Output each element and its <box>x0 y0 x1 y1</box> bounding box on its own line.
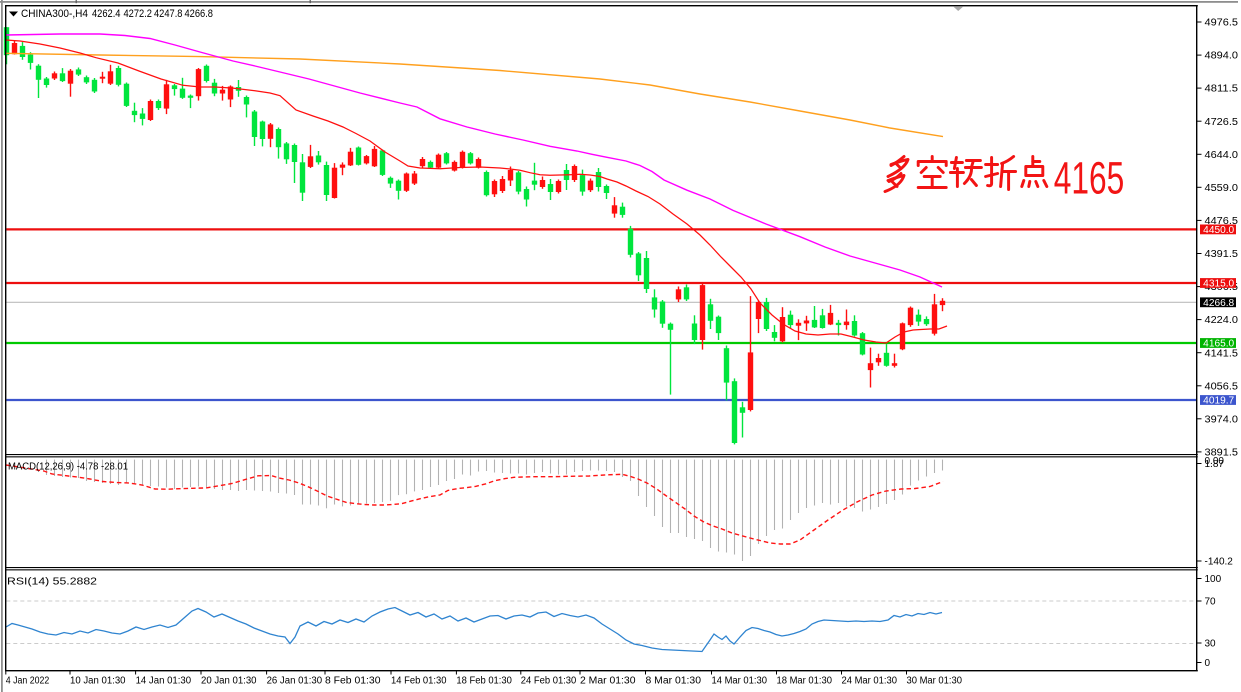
svg-text:4726.5: 4726.5 <box>1205 117 1239 128</box>
svg-text:4272.2: 4272.2 <box>124 8 153 20</box>
svg-text:8 Feb 01:30: 8 Feb 01:30 <box>325 676 381 687</box>
svg-text:4165.0: 4165.0 <box>1203 339 1234 350</box>
svg-text:MACD(12,26,9) -4.78 -28.01: MACD(12,26,9) -4.78 -28.01 <box>8 461 128 473</box>
svg-text:4165: 4165 <box>1054 153 1125 204</box>
svg-text:100: 100 <box>1205 574 1222 585</box>
svg-text:-140.2: -140.2 <box>1205 557 1234 568</box>
svg-text:4894.0: 4894.0 <box>1205 51 1239 62</box>
svg-text:4811.5: 4811.5 <box>1205 84 1239 95</box>
svg-text:10 Jan 01:30: 10 Jan 01:30 <box>70 676 126 687</box>
svg-text:14 Feb 01:30: 14 Feb 01:30 <box>391 676 447 687</box>
svg-text:4476.5: 4476.5 <box>1205 216 1239 227</box>
svg-text:4266.8: 4266.8 <box>185 8 214 20</box>
svg-text:24 Feb 01:30: 24 Feb 01:30 <box>521 676 577 687</box>
svg-text:1.87: 1.87 <box>1205 459 1225 470</box>
svg-text:0: 0 <box>1205 658 1211 669</box>
svg-text:4247.8: 4247.8 <box>154 8 183 20</box>
svg-text:3891.5: 3891.5 <box>1205 448 1239 459</box>
svg-text:0.00: 0.00 <box>1205 456 1225 467</box>
svg-text:4056.5: 4056.5 <box>1205 381 1239 392</box>
svg-text:30 Mar 01:30: 30 Mar 01:30 <box>907 676 963 687</box>
svg-text:8 Mar 01:30: 8 Mar 01:30 <box>646 676 702 687</box>
svg-text:4315.0: 4315.0 <box>1203 279 1234 290</box>
svg-text:4266.8: 4266.8 <box>1203 298 1234 309</box>
svg-text:4 Jan 2022: 4 Jan 2022 <box>6 676 50 687</box>
svg-text:4450.0: 4450.0 <box>1203 225 1234 236</box>
svg-text:3974.0: 3974.0 <box>1205 414 1239 425</box>
svg-text:RSI(14) 55.2882: RSI(14) 55.2882 <box>7 576 97 588</box>
svg-text:4262.4: 4262.4 <box>92 8 121 20</box>
svg-text:4019.7: 4019.7 <box>1203 396 1234 407</box>
svg-text:2 Mar 01:30: 2 Mar 01:30 <box>580 676 636 687</box>
svg-text:24 Mar 01:30: 24 Mar 01:30 <box>842 676 898 687</box>
svg-text:4976.5: 4976.5 <box>1205 18 1239 29</box>
svg-text:26 Jan 01:30: 26 Jan 01:30 <box>267 676 323 687</box>
svg-text:18 Mar 01:30: 18 Mar 01:30 <box>777 676 833 687</box>
svg-text:70: 70 <box>1205 597 1217 608</box>
svg-text:CHINA300-,H4: CHINA300-,H4 <box>21 8 88 20</box>
svg-text:18 Feb 01:30: 18 Feb 01:30 <box>456 676 512 687</box>
svg-text:14 Mar 01:30: 14 Mar 01:30 <box>712 676 768 687</box>
svg-text:4391.5: 4391.5 <box>1205 249 1239 260</box>
svg-text:4644.0: 4644.0 <box>1205 150 1239 161</box>
svg-text:4224.0: 4224.0 <box>1205 315 1239 326</box>
svg-text:30: 30 <box>1205 639 1217 650</box>
svg-text:20 Jan 01:30: 20 Jan 01:30 <box>201 676 257 687</box>
svg-text:14 Jan 01:30: 14 Jan 01:30 <box>136 676 192 687</box>
svg-text:4141.5: 4141.5 <box>1205 348 1239 359</box>
svg-text:4559.0: 4559.0 <box>1205 183 1239 194</box>
